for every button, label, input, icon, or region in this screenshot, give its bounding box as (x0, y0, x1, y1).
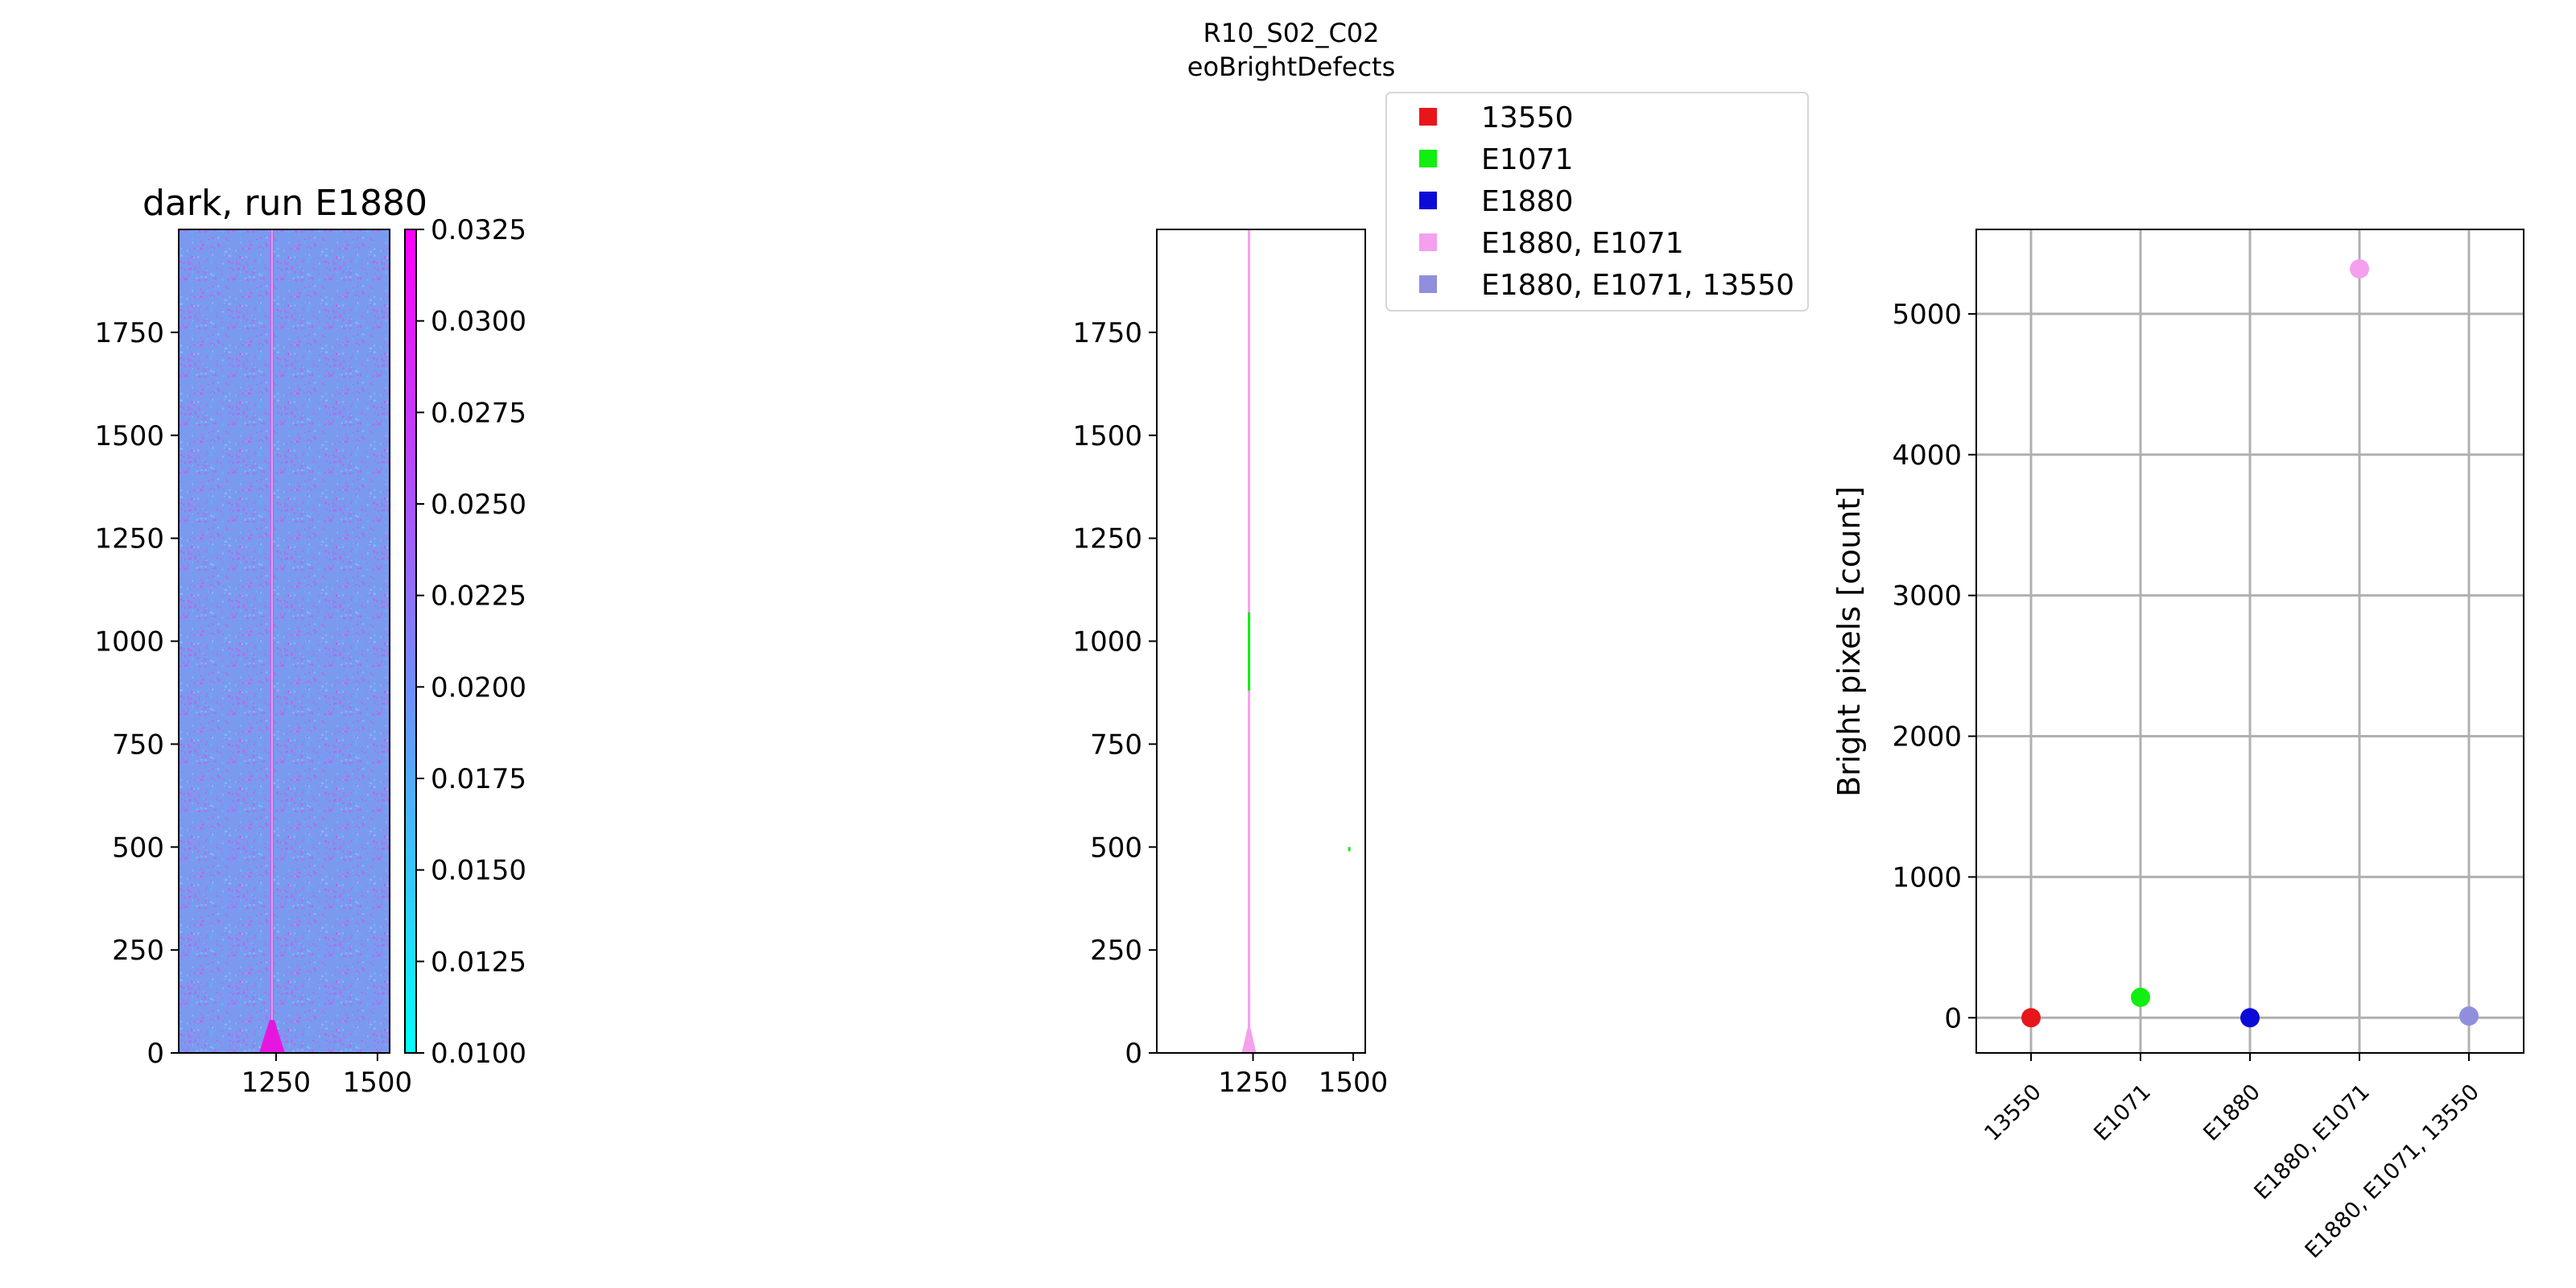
y-tick-label: 0 (1125, 1038, 1142, 1070)
defect-segment (1348, 847, 1351, 852)
y-tick-label: 2000 (1892, 721, 1962, 753)
defect-segment (1248, 978, 1251, 1053)
x-tick-label: 1500 (343, 1067, 413, 1099)
y-tick-label: 1000 (1072, 626, 1142, 658)
dark-image-title: dark, run E1880 (142, 183, 427, 224)
defect-segment (1248, 612, 1251, 691)
y-tick-label: 3000 (1892, 580, 1962, 613)
legend-label: E1880 (1481, 185, 1573, 218)
y-tick-label: 750 (1090, 729, 1142, 761)
legend-marker (1419, 150, 1437, 167)
data-point (2131, 987, 2150, 1007)
defects-x-axis: 1250 1500 (1218, 1053, 1388, 1099)
y-tick-label: 1250 (94, 523, 164, 555)
y-tick-label: 1000 (94, 626, 164, 658)
data-point (2240, 1008, 2260, 1028)
dark-image-y-axis: 0 250 500 750 1000 1250 1500 1750 (94, 317, 179, 1070)
bright-column-base (258, 1020, 285, 1053)
y-tick-label: 1750 (94, 317, 164, 349)
y-tick-label: 0 (1944, 1002, 1962, 1034)
y-tick-label: 1500 (94, 420, 164, 452)
data-point (2021, 1008, 2041, 1028)
colorbar-tick-label: 0.0200 (431, 671, 526, 704)
colorbar-tick-label: 0.0125 (431, 946, 526, 978)
x-tick-label: E1880 (2198, 1080, 2265, 1146)
data-point (2350, 258, 2369, 279)
x-tick-label: 1250 (242, 1067, 312, 1099)
legend: 13550 E1071 E1880 E1880, E1071 E1880, E1071,… (1385, 92, 1809, 312)
legend-label: E1880, E1071, 13550 (1481, 269, 1794, 302)
legend-label: E1071 (1481, 143, 1573, 176)
suptitle-line2: eoBrightDefects (1187, 52, 1396, 82)
y-tick-label: 500 (1090, 832, 1142, 864)
defects-background (1157, 229, 1365, 1053)
colorbar-ticks: 0.0100 0.0125 0.0150 0.0175 0.0200 0.0225 0.02… (416, 214, 526, 1070)
y-tick-label: 1500 (1072, 420, 1142, 452)
y-tick-label: 750 (112, 729, 164, 761)
defects-panel: 1250 1500 0 250 500 750 1000 1250 1500 1750 (1072, 229, 1388, 1099)
y-tick-label: 0 (147, 1038, 164, 1070)
x-tick-label: 1250 (1218, 1067, 1288, 1099)
defect-base (1241, 1028, 1257, 1053)
counts-y-axis: 0 1000 2000 3000 4000 5000 (1892, 299, 1976, 1034)
dark-image-noise (179, 229, 390, 1053)
dark-image-panel: dark, run E1880 1250 1500 0 250 500 750 1000 1… (94, 183, 427, 1099)
defects-features (1241, 229, 1351, 1053)
x-tick-label: E1880, E1071, 13550 (2301, 1080, 2484, 1263)
x-tick-label: 1500 (1319, 1067, 1389, 1099)
y-tick-label: 250 (112, 935, 164, 967)
counts-y-label: Bright pixels [count] (1831, 486, 1867, 797)
suptitle-line1: R10_S02_C02 (1203, 18, 1379, 48)
colorbar-tick-label: 0.0250 (431, 489, 526, 521)
colorbar-frame (404, 229, 417, 1054)
y-tick-label: 250 (1090, 935, 1142, 967)
legend-marker (1419, 275, 1437, 293)
counts-grid (1976, 229, 2524, 1053)
legend-label: E1880, E1071 (1481, 227, 1684, 260)
legend-marker (1419, 192, 1437, 209)
legend-box (1385, 92, 1809, 312)
colorbar-tick-label: 0.0325 (431, 214, 526, 246)
colorbar-tick-label: 0.0225 (431, 580, 526, 613)
y-tick-label: 5000 (1892, 299, 1962, 331)
legend-marker (1419, 108, 1437, 126)
colorbar-tick-label: 0.0175 (431, 763, 526, 795)
colorbar: 0.0100 0.0125 0.0150 0.0175 0.0200 0.0225 0.02… (404, 214, 526, 1070)
y-tick-label: 1750 (1072, 317, 1142, 349)
dark-image-x-axis: 1250 1500 (242, 1053, 412, 1099)
legend-marker (1419, 233, 1437, 251)
colorbar-tick-label: 0.0300 (431, 306, 526, 338)
dark-image-features (258, 229, 285, 1053)
colorbar-tick-label: 0.0275 (431, 397, 526, 429)
data-point (2459, 1006, 2479, 1026)
y-tick-label: 1000 (1892, 861, 1962, 894)
x-tick-label: E1071 (2089, 1080, 2156, 1146)
bright-column-core (270, 229, 273, 1053)
colorbar-tick-label: 0.0100 (431, 1038, 526, 1070)
counts-points (2021, 258, 2479, 1028)
colorbar-tick-label: 0.0150 (431, 855, 526, 887)
legend-label: 13550 (1481, 101, 1574, 134)
y-tick-label: 1250 (1072, 523, 1142, 555)
defects-y-axis: 0 250 500 750 1000 1250 1500 1750 (1072, 317, 1157, 1070)
legend-entries: 13550 E1071 E1880 E1880, E1071 E1880, E1071,… (1419, 101, 1794, 302)
y-tick-label: 500 (112, 832, 164, 864)
colorbar-gradient (405, 229, 416, 1053)
x-tick-label: E1880, E1071 (2250, 1080, 2375, 1204)
x-tick-label: 13550 (1979, 1080, 2046, 1146)
y-tick-label: 4000 (1892, 440, 1962, 472)
